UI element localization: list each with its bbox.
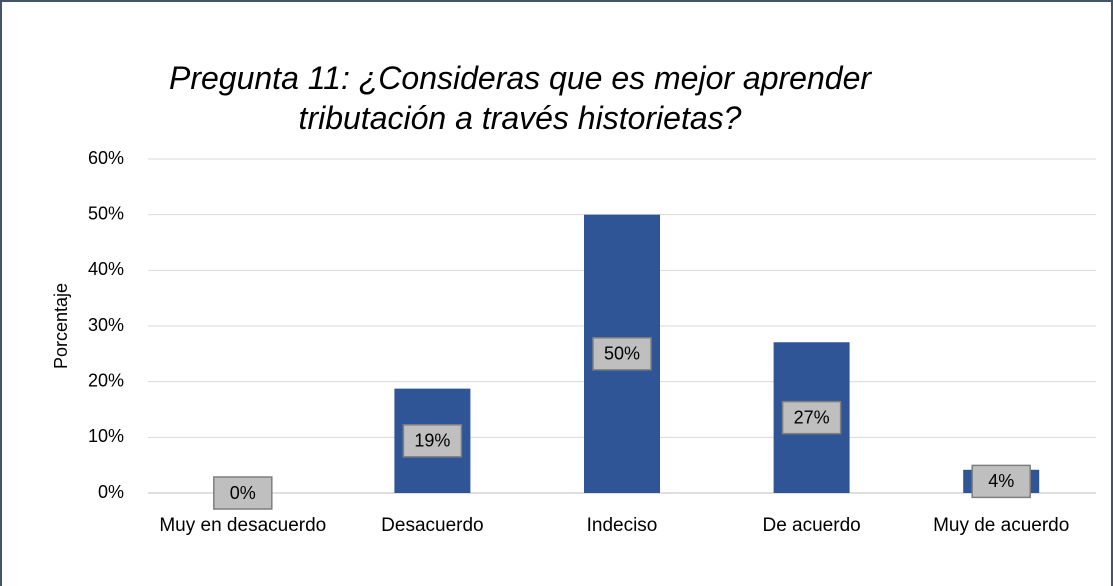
data-label: 50% [604, 344, 640, 364]
x-tick-label: De acuerdo [762, 515, 861, 536]
y-tick-label: 60% [88, 148, 124, 168]
data-label: 19% [414, 431, 450, 451]
data-label-box [781, 400, 842, 435]
data-label: 4% [988, 471, 1014, 491]
data-label-box [213, 476, 273, 510]
data-label-box [971, 464, 1031, 499]
y-tick-label: 40% [88, 259, 124, 279]
y-tick-label: 20% [88, 370, 124, 390]
data-label: 0% [230, 483, 256, 503]
y-tick-label: 30% [88, 315, 124, 335]
x-tick-label: Desacuerdo [381, 515, 484, 536]
data-label: 27% [794, 407, 830, 427]
x-tick-label: Muy en desacuerdo [159, 515, 327, 536]
data-label-box [402, 424, 463, 458]
x-tick-label: Indeciso [586, 515, 658, 536]
data-label-box [592, 337, 652, 371]
y-axis-label: Porcentaje [51, 283, 71, 369]
x-tick-label: Muy de acuerdo [933, 515, 1070, 536]
y-tick-label: 0% [98, 482, 124, 502]
y-tick-label: 10% [88, 426, 124, 446]
y-tick-label: 50% [88, 203, 124, 223]
chart-title: Pregunta 11: ¿Consideras que es mejor ap… [168, 60, 872, 136]
